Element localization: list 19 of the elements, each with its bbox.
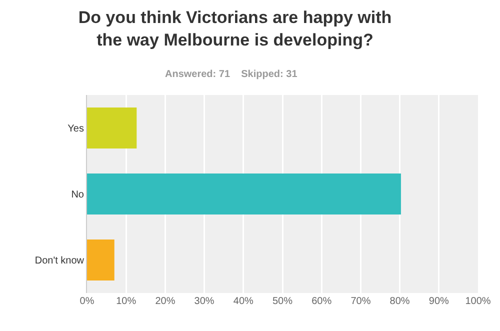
x-tick-label: 80% (390, 296, 410, 307)
bar (87, 174, 401, 214)
x-tick-label: 40% (233, 296, 254, 307)
chart-subtitle: Answered: 71 Skipped: 31 (165, 69, 298, 80)
x-tick-label: 90% (428, 296, 450, 307)
bar (87, 240, 114, 280)
bar (87, 108, 137, 148)
x-tick-label: 70% (350, 296, 371, 307)
x-tick-label: 60% (312, 296, 332, 307)
x-tick-label: 0% (80, 296, 94, 307)
y-tick-label: No (71, 190, 84, 200)
x-tick-label: 50% (272, 296, 293, 307)
x-tick-label: 10% (116, 296, 136, 307)
x-tick-label: 100% (465, 296, 491, 307)
chart-title: Do you think Victorians are happy with the way Melbourne is developing? (78, 8, 392, 50)
x-tick-label: 30% (194, 296, 214, 307)
y-tick-label: Don't know (34, 256, 85, 266)
y-tick-label: Yes (68, 124, 84, 134)
x-tick-label: 20% (155, 296, 176, 307)
